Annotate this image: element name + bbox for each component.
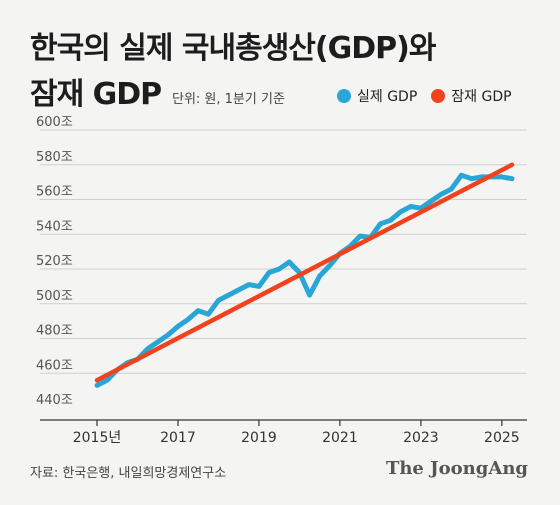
series-line-actual-gdp <box>94 172 515 388</box>
legend-swatch-potential <box>431 89 446 103</box>
legend-label-potential: 잠재 GDP <box>451 89 512 105</box>
legend-item-actual: 실제 GDP <box>337 86 417 106</box>
y-tick-label: 600조 <box>36 115 73 130</box>
source-note: 자료: 한국은행, 내일희망경제연구소 <box>30 466 227 481</box>
legend-swatch-actual <box>337 89 351 103</box>
y-tick-label: 560조 <box>36 185 73 200</box>
x-tick-label: 2021 <box>322 430 358 446</box>
chart-title-line2: 잠재 GDP <box>30 77 162 112</box>
x-tick-label: 2017 <box>160 430 196 446</box>
x-tick-label: 2023 <box>403 430 439 446</box>
brand-logo: The JoongAng <box>385 458 528 479</box>
x-tick-label: 2015년 <box>73 430 122 446</box>
x-tick-label: 2025 <box>484 430 520 446</box>
y-tick-label: 460조 <box>36 358 73 373</box>
legend-label-actual: 실제 GDP <box>357 89 418 105</box>
unit-note: 단위: 원, 1분기 기준 <box>172 92 285 107</box>
y-tick-label: 480조 <box>36 324 73 339</box>
y-tick-label: 440조 <box>36 393 73 408</box>
chart-title: 한국의 실제 국내총생산(GDP)와 잠재 GDP <box>30 26 436 118</box>
series-line-potential-gdp <box>94 162 515 383</box>
x-tick-label: 2019 <box>241 430 277 446</box>
y-tick-label: 520조 <box>36 254 73 269</box>
legend-item-potential: 잠재 GDP <box>431 86 512 106</box>
y-tick-label: 580조 <box>36 150 73 165</box>
y-tick-label: 540조 <box>36 219 73 234</box>
y-tick-label: 500조 <box>36 289 73 304</box>
legend: 실제 GDP 잠재 GDP <box>337 86 512 106</box>
chart-title-line1: 한국의 실제 국내총생산(GDP)와 <box>30 31 436 66</box>
